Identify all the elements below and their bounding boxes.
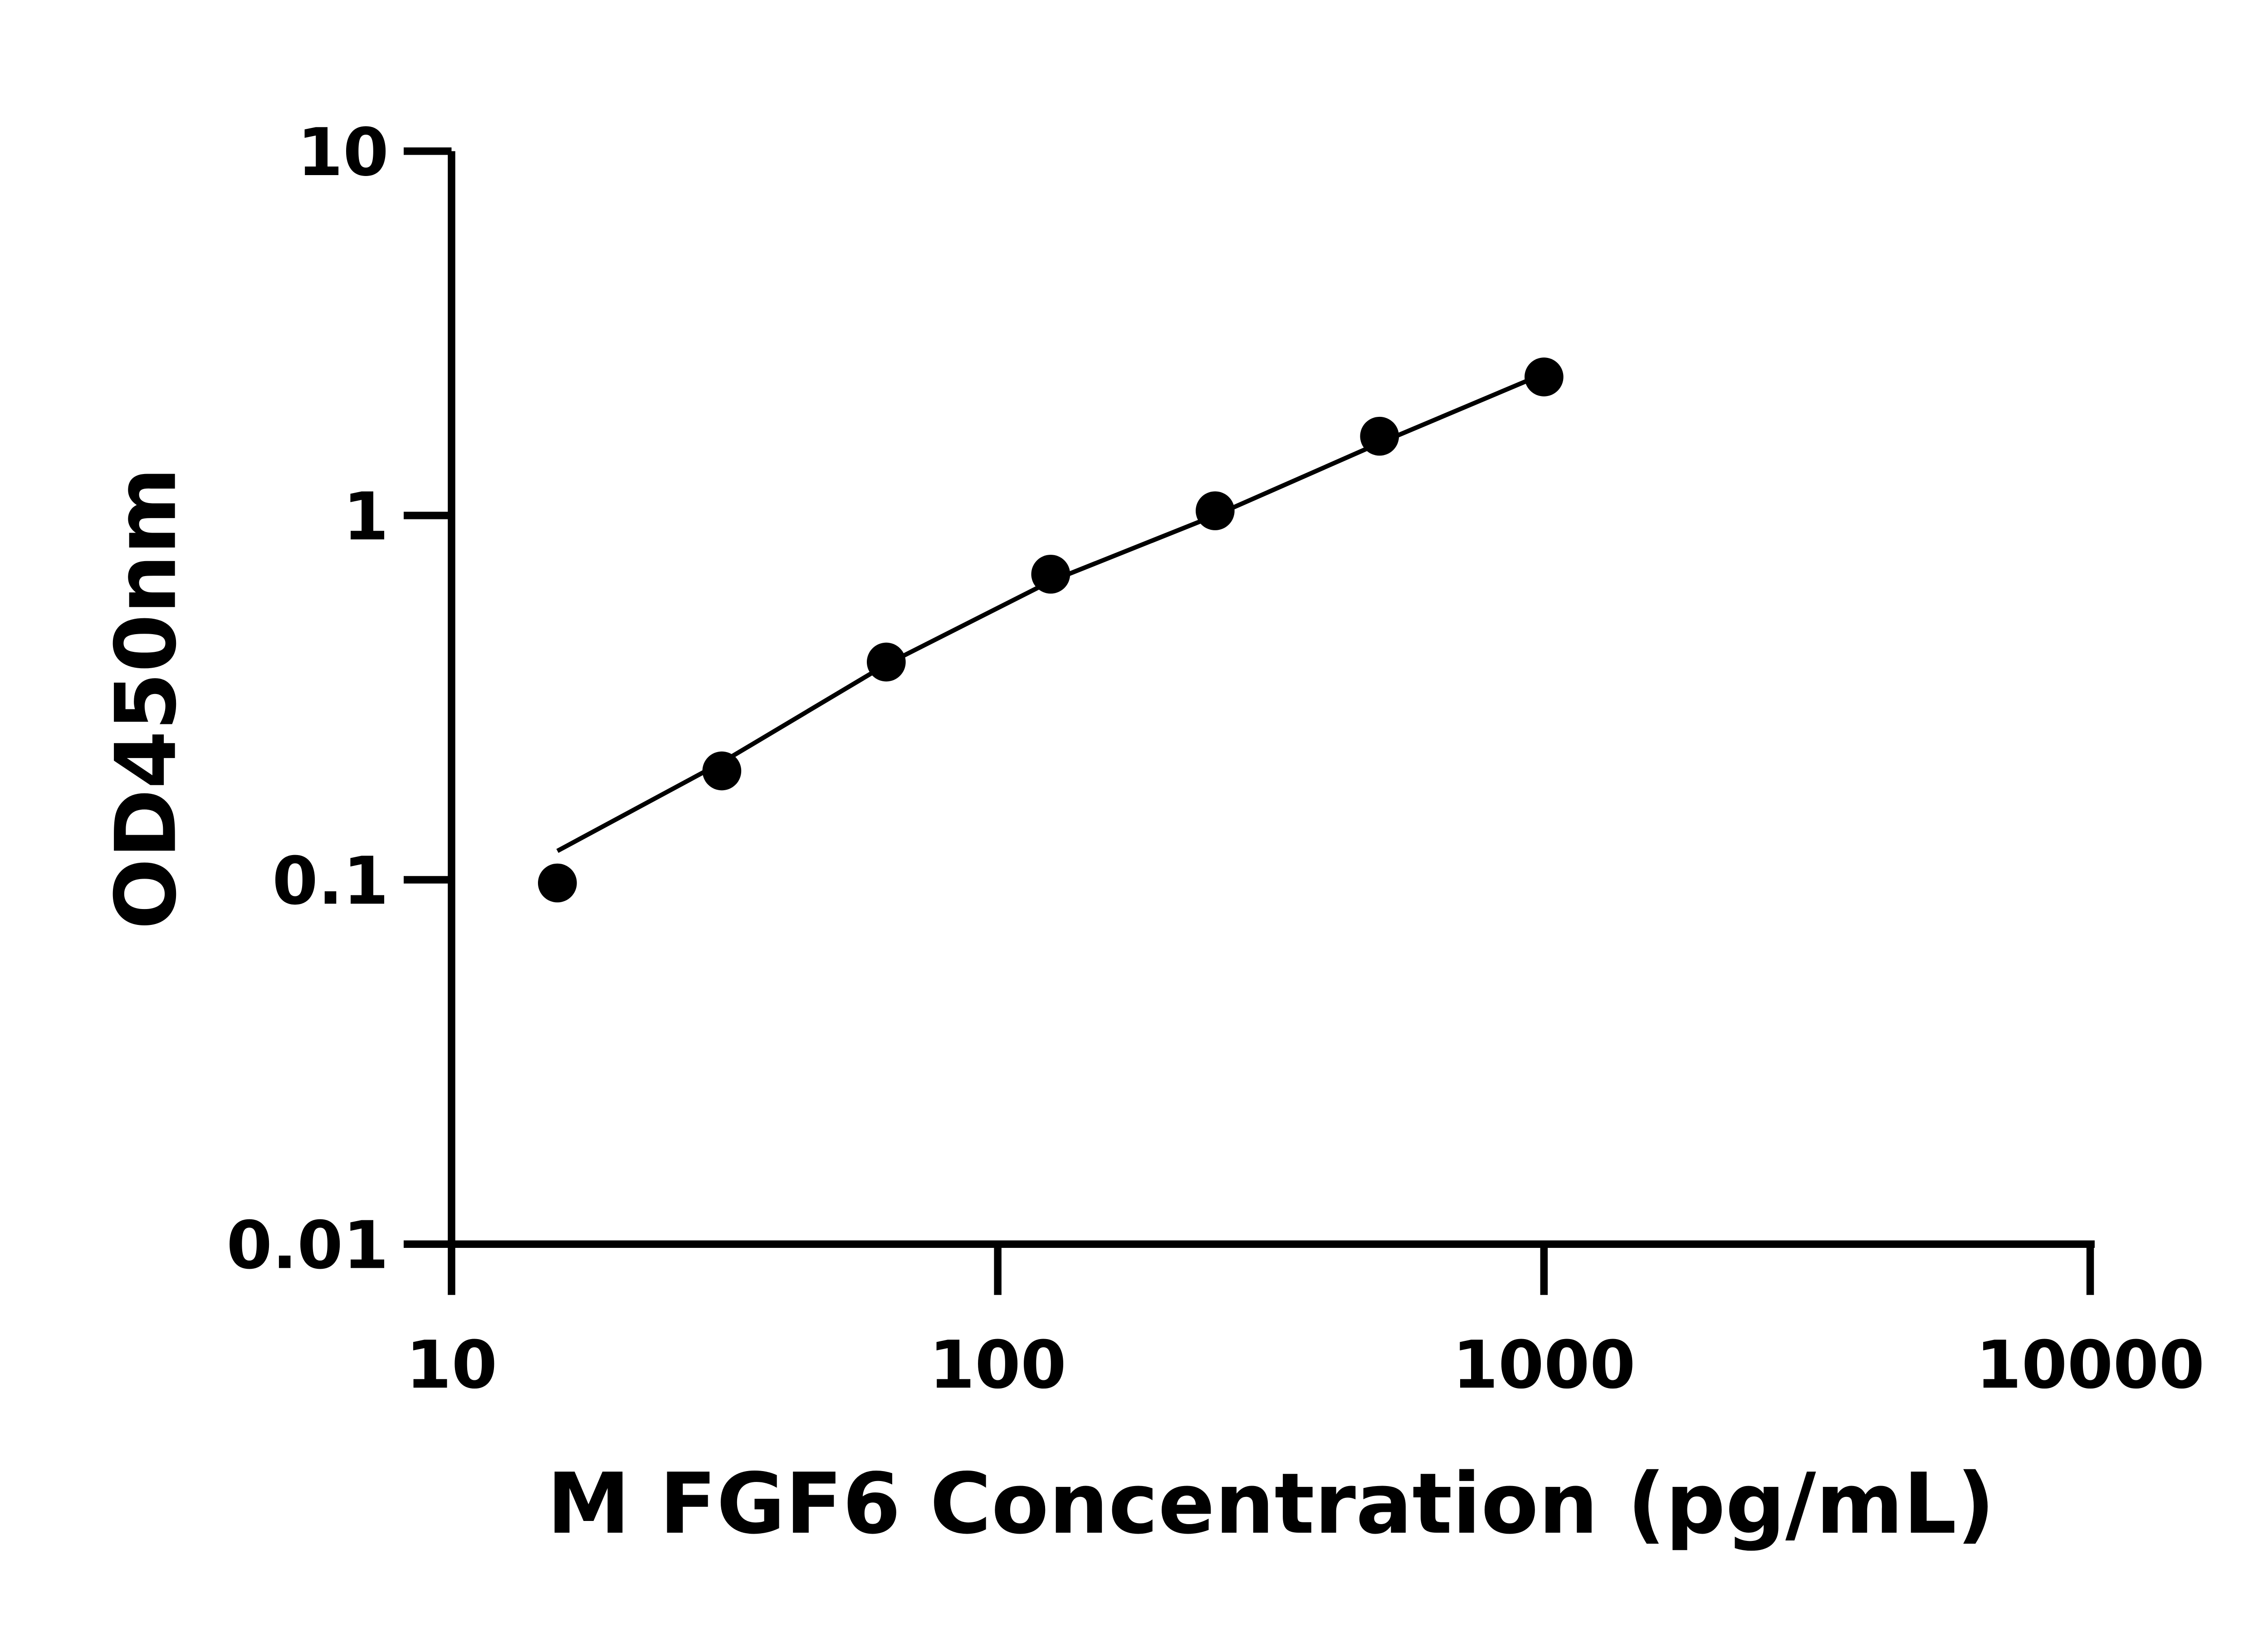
x-axis-label: M FGF6 Concentration (pg/mL): [547, 1455, 1995, 1553]
data-points: [538, 357, 1564, 903]
x-tick-label: 10: [406, 1327, 498, 1403]
x-tick-label: 100: [929, 1327, 1066, 1403]
data-point: [1195, 491, 1235, 530]
ticks: 10 100 1000 10000 0.01 0.1 1 10: [226, 114, 2204, 1403]
x-tick-label: 1000: [1452, 1327, 1636, 1403]
data-point: [702, 751, 742, 791]
y-tick-label: 10: [297, 114, 389, 191]
y-tick-label: 0.01: [226, 1207, 389, 1284]
data-point: [538, 863, 577, 903]
y-tick-label: 0.1: [272, 843, 389, 919]
data-point: [1360, 416, 1399, 456]
axes: [403, 151, 2095, 1248]
y-tick-label: 1: [343, 479, 389, 555]
data-point: [1031, 554, 1070, 594]
data-point: [866, 642, 906, 682]
x-tick-label: 10000: [1976, 1327, 2205, 1403]
data-point: [1524, 357, 1564, 396]
y-axis-label: OD450nm: [98, 467, 195, 929]
